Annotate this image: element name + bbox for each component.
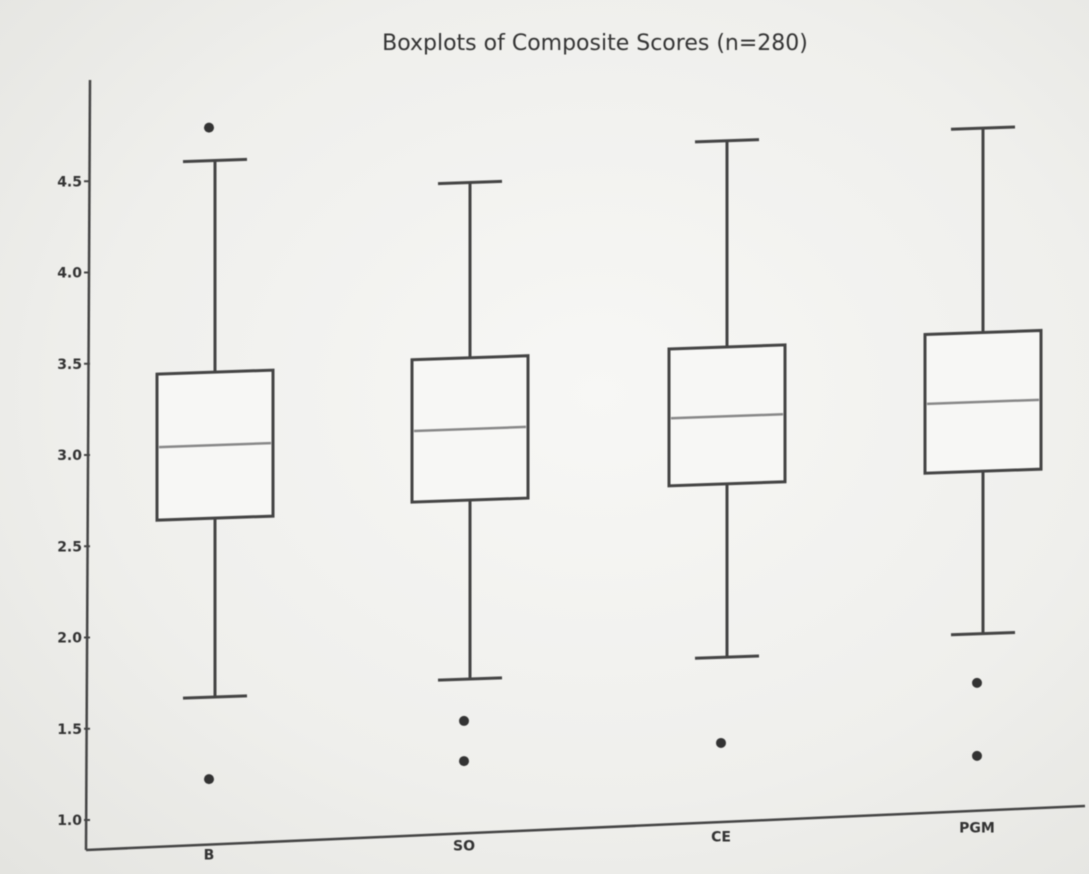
box-median — [413, 425, 527, 433]
y-tick-label: 3.0 — [57, 448, 82, 464]
whisker-cap-lower — [950, 631, 1016, 637]
outlier-point — [204, 122, 214, 133]
y-tick-label: 2.5 — [57, 539, 82, 555]
outlier-point — [459, 756, 469, 767]
y-tick-label: 1.5 — [57, 722, 82, 738]
whisker-cap-lower — [437, 676, 503, 682]
whisker-cap-upper — [182, 157, 248, 164]
y-tick-label: 3.5 — [57, 357, 82, 373]
box-group-b — [155, 122, 275, 785]
box-median — [670, 413, 784, 420]
whisker-cap-lower — [694, 654, 760, 660]
y-tick-label: 1.0 — [57, 813, 82, 829]
box-group-pgm — [923, 125, 1043, 761]
box-group-so — [410, 179, 530, 767]
axes — [84, 79, 1086, 852]
outlier-point — [972, 750, 982, 761]
y-tick-label: 4.5 — [57, 174, 82, 190]
whisker-cap-upper — [694, 138, 760, 144]
x-tick-label: SO — [453, 839, 475, 855]
x-axis-labels: B SO CE PGM — [204, 821, 995, 864]
boxes — [155, 122, 1043, 785]
y-tick-label: 4.0 — [57, 266, 82, 282]
whisker-cap-upper — [950, 125, 1016, 131]
box-median — [926, 398, 1040, 406]
y-axis-ticks: 1.0 1.5 2.0 2.5 3.0 3.5 4.0 4.5 — [57, 174, 90, 829]
whisker-cap-lower — [182, 694, 248, 700]
x-tick-label: CE — [711, 830, 731, 846]
x-axis-line — [85, 804, 1086, 852]
x-tick-label: B — [204, 848, 215, 864]
x-tick-label: PGM — [959, 821, 995, 837]
box-group-ce — [667, 138, 787, 748]
whisker-cap-upper — [437, 179, 503, 186]
outlier-point — [972, 677, 982, 688]
box-median — [158, 441, 272, 449]
outlier-point — [204, 774, 214, 785]
y-tick-label: 2.0 — [57, 631, 82, 647]
chart-title: Boxplots of Composite Scores (n=280) — [382, 31, 808, 56]
outlier-point — [459, 715, 469, 726]
y-axis-line — [84, 79, 92, 851]
outlier-point — [716, 737, 726, 748]
